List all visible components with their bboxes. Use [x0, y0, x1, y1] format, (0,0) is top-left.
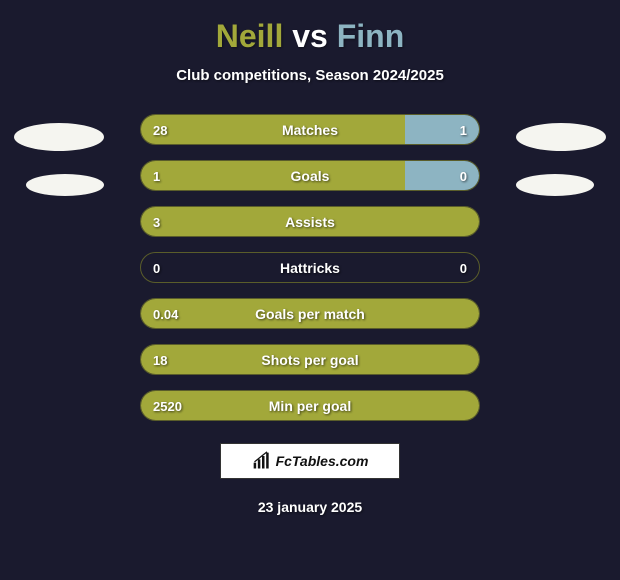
brand-watermark[interactable]: FcTables.com [220, 443, 400, 479]
stat-row: 0.04Goals per match [140, 298, 480, 329]
stat-label: Hattricks [141, 253, 479, 282]
player2-badge-1 [516, 123, 606, 151]
brand-label: FcTables.com [276, 453, 369, 469]
stat-value-right: 0 [460, 253, 467, 282]
stat-label: Goals [141, 161, 479, 190]
stat-value-right: 1 [460, 115, 467, 144]
subtitle: Club competitions, Season 2024/2025 [176, 67, 444, 84]
stat-row: 28Matches1 [140, 114, 480, 145]
stat-label: Goals per match [141, 299, 479, 328]
stat-row: 3Assists [140, 206, 480, 237]
vs-label: vs [292, 18, 328, 54]
stat-row: 1Goals0 [140, 160, 480, 191]
stat-row: 0Hattricks0 [140, 252, 480, 283]
player2-badge-2 [516, 174, 594, 196]
stat-row: 18Shots per goal [140, 344, 480, 375]
stat-row: 2520Min per goal [140, 390, 480, 421]
comparison-card: Neill vs Finn Club competitions, Season … [0, 0, 620, 580]
player1-name: Neill [216, 18, 284, 54]
stat-label: Matches [141, 115, 479, 144]
stat-value-right: 0 [460, 161, 467, 190]
chart-icon [252, 451, 272, 471]
player1-badge-1 [14, 123, 104, 151]
stat-label: Shots per goal [141, 345, 479, 374]
player1-badge-2 [26, 174, 104, 196]
page-title: Neill vs Finn [216, 18, 404, 55]
date-label: 23 january 2025 [258, 499, 362, 515]
stats-list: 28Matches11Goals03Assists0Hattricks00.04… [0, 114, 620, 421]
stat-label: Assists [141, 207, 479, 236]
player2-name: Finn [337, 18, 405, 54]
stat-label: Min per goal [141, 391, 479, 420]
